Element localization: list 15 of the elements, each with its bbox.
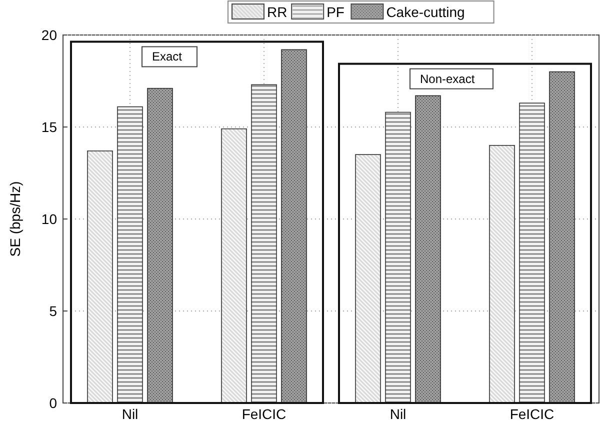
x-tick-label: FeICIC xyxy=(242,406,286,422)
y-tick-label: 5 xyxy=(49,302,58,319)
annotation: Non-exact xyxy=(420,72,476,86)
annotation: Exact xyxy=(152,50,183,64)
legend-label: RR xyxy=(267,4,288,20)
y-tick-label: 10 xyxy=(41,210,58,227)
y-tick-label: 15 xyxy=(41,118,58,135)
legend-label: Cake-cutting xyxy=(386,4,465,20)
x-tick-label: Nil xyxy=(390,406,406,422)
y-tick-label: 0 xyxy=(49,394,58,411)
y-axis-title: SE (bps/Hz) xyxy=(7,181,23,257)
x-tick-label: Nil xyxy=(122,406,138,422)
legend-label: PF xyxy=(326,4,344,20)
y-tick-label: 20 xyxy=(41,26,58,43)
x-tick-label: FeICIC xyxy=(510,406,554,422)
